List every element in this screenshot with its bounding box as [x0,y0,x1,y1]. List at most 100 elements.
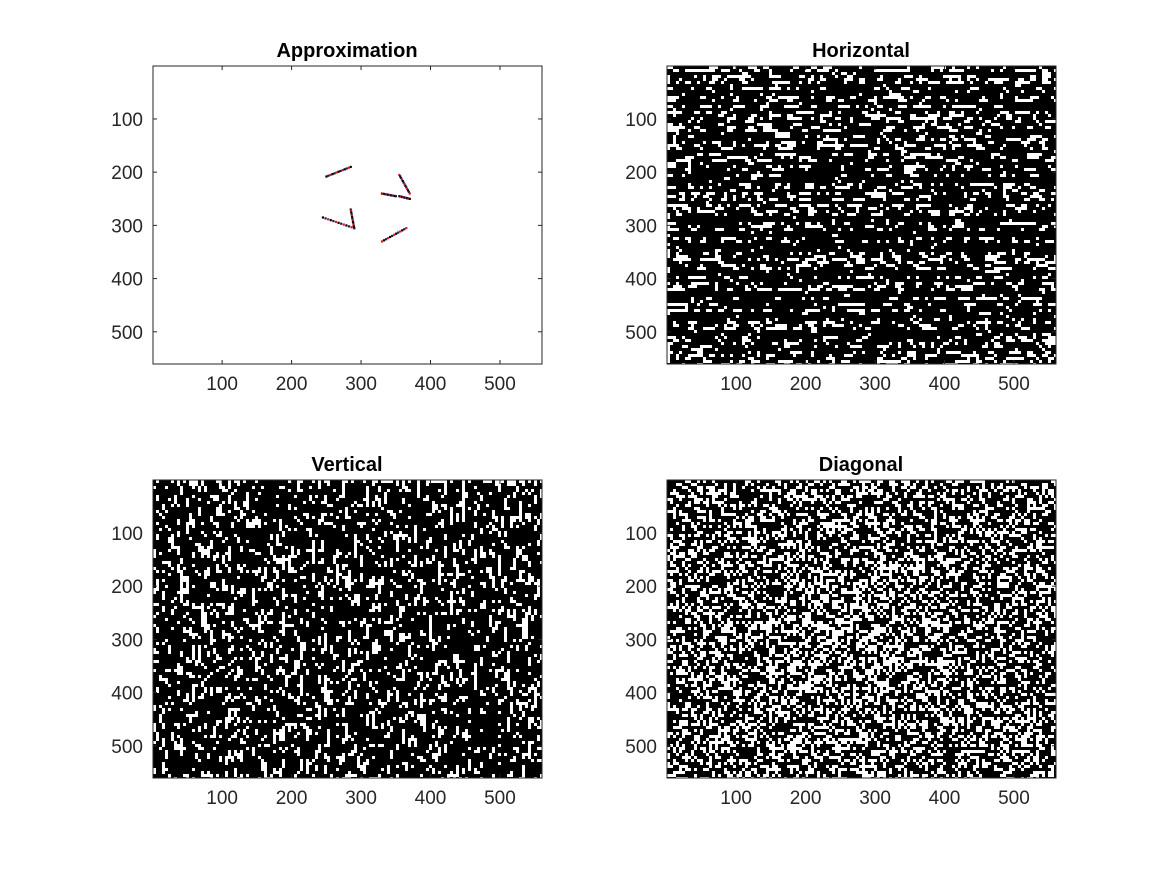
ticks: 100 200 300 400 500 100 200 300 400 500 [625,480,1056,809]
edge-pixel [393,194,396,198]
edge-pixel [335,171,338,174]
y-tick-label: 200 [625,577,657,598]
panel-horizontal: Horizontal 100 200 300 400 500 100 200 300 400 50… [625,40,1057,395]
texture-speckles [667,480,1056,778]
edge-pixel [351,219,354,222]
x-tick-label: 400 [929,374,961,395]
y-tick-label: 400 [625,684,657,705]
x-tick-label: 500 [484,374,516,395]
y-tick-label: 200 [111,577,143,598]
edge-pixel [393,233,396,236]
x-tick-label: 400 [415,788,447,809]
edge-pixel [390,194,393,197]
edge-pixel [334,220,338,224]
y-tick-label: 400 [625,270,657,291]
edge-pixel [337,221,340,224]
edge-pixel [403,183,406,186]
edge-pixel [325,175,328,178]
edge-pixel [350,213,353,216]
edge-pixel [340,222,343,225]
x-tick-label: 200 [276,374,308,395]
y-tick-label: 500 [625,323,657,344]
image-area [153,480,542,778]
edge-pixel [339,169,342,173]
edge-pixel [385,193,388,196]
y-tick-label: 400 [111,270,143,291]
edge-pixel [345,224,348,227]
edge-pixel [380,240,384,243]
x-tick-label: 200 [790,788,822,809]
edge-pixel [408,197,411,200]
x-tick-label: 500 [484,788,516,809]
x-tick-label: 400 [415,374,447,395]
edge-pixel [351,217,354,220]
edge-pixel [402,181,405,184]
edge-pixel [398,173,401,177]
edge-pixel [350,214,353,217]
texture-speckles [153,480,542,778]
edge-pixel [349,165,352,169]
x-tick-label: 100 [720,788,752,809]
edge-pixel [388,235,392,239]
edge-pixel [392,194,395,197]
edge-pixel [351,216,354,219]
edge-pixel [351,220,355,224]
x-tick-label: 200 [790,374,822,395]
image-area [667,480,1056,778]
edge-pixel [384,193,387,196]
x-tick-label: 200 [276,788,308,809]
edge-pixel [391,194,394,197]
x-tick-label: 300 [345,788,377,809]
y-tick-label: 100 [625,110,657,131]
edge-pixel [395,232,398,235]
edge-pixel [386,237,390,240]
panel-vertical: Vertical 100 200 300 400 500 100 200 300 400 500 [111,454,543,809]
edge-pixel [329,219,332,222]
panel-diagonal: Diagonal 100 200 300 400 500 100 200 300 400 500 [625,454,1057,809]
x-tick-label: 300 [345,374,377,395]
x-tick-label: 100 [206,374,238,395]
chart-title: Horizontal [812,40,910,62]
texture-speckles [667,66,1056,364]
chart-title: Approximation [276,40,417,62]
edge-pixel [337,170,340,173]
edge-fragment [398,195,411,200]
x-tick-label: 300 [859,788,891,809]
y-tick-label: 200 [111,163,143,184]
edge-pixel [347,166,350,169]
edge-pixel [353,227,356,230]
edge-pixel [399,230,402,233]
axes-frame [152,479,543,779]
edge-pixel [394,195,397,198]
edge-pixel [405,227,408,230]
edge-pixel [401,229,404,232]
ticks: 100 200 300 400 500 100 200 300 400 500 [111,66,542,395]
edge-pixel [407,190,411,194]
y-tick-label: 400 [111,684,143,705]
edge-pixel [352,225,356,228]
chart-title: Vertical [311,454,382,476]
x-tick-label: 400 [929,788,961,809]
edge-pixel [384,238,388,241]
x-tick-label: 300 [859,374,891,395]
edge-fragment [398,173,411,195]
x-tick-label: 100 [206,788,238,809]
edge-pixel [349,209,353,213]
image-area [667,66,1056,364]
edge-pixel [383,192,386,196]
edge-pixel [347,225,351,228]
edge-pixel [406,189,410,192]
y-tick-label: 100 [625,524,657,545]
axes-frame [152,65,543,365]
edge-pixel [350,211,353,214]
edge-pixel [400,178,404,181]
edge-pixel [327,218,330,221]
edge-fragment [325,165,352,178]
y-tick-label: 500 [111,737,143,758]
y-tick-label: 300 [111,216,143,237]
edge-pixel [382,239,386,242]
edge-pixel [401,180,404,183]
edge-pixel [406,187,409,190]
y-tick-label: 100 [111,110,143,131]
